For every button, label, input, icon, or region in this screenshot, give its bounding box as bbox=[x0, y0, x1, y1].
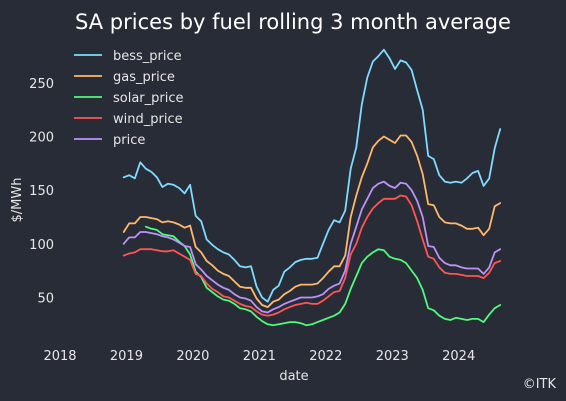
x-tick-label: 2024 bbox=[442, 349, 475, 364]
chart-title: SA prices by fuel rolling 3 month averag… bbox=[75, 10, 511, 34]
y-tick-label: 250 bbox=[29, 77, 54, 92]
legend-label: bess_price bbox=[113, 49, 182, 64]
y-axis: 50 100 150 200 250 bbox=[29, 77, 54, 307]
legend-label: price bbox=[113, 133, 145, 148]
legend-label: solar_price bbox=[113, 91, 184, 106]
credit-label: ©ITK bbox=[523, 377, 557, 392]
plot-area bbox=[122, 48, 502, 327]
series-line-price bbox=[122, 180, 502, 314]
y-tick-label: 200 bbox=[29, 131, 54, 146]
series-line-solar-price bbox=[144, 225, 502, 327]
x-tick-label: 2022 bbox=[309, 349, 342, 364]
x-tick-label: 2023 bbox=[376, 349, 409, 364]
x-axis-label: date bbox=[279, 369, 308, 384]
y-tick-label: 150 bbox=[29, 184, 54, 199]
x-tick-label: 2018 bbox=[43, 349, 76, 364]
y-tick-label: 50 bbox=[37, 291, 54, 306]
x-tick-label: 2020 bbox=[176, 349, 209, 364]
legend: bess_price gas_price solar_price wind_price… bbox=[74, 49, 184, 148]
x-tick-label: 2021 bbox=[243, 349, 276, 364]
series-line-bess-price bbox=[122, 48, 502, 303]
series-line-gas-price bbox=[122, 134, 502, 308]
x-tick-label: 2019 bbox=[110, 349, 143, 364]
y-tick-label: 100 bbox=[29, 238, 54, 253]
y-axis-label: $/MWh bbox=[10, 178, 25, 223]
legend-label: gas_price bbox=[113, 70, 175, 85]
legend-label: wind_price bbox=[113, 112, 183, 127]
series-line-wind-price bbox=[122, 194, 502, 317]
x-axis: 2018 2019 2020 2021 2022 2023 2024 bbox=[43, 349, 475, 364]
